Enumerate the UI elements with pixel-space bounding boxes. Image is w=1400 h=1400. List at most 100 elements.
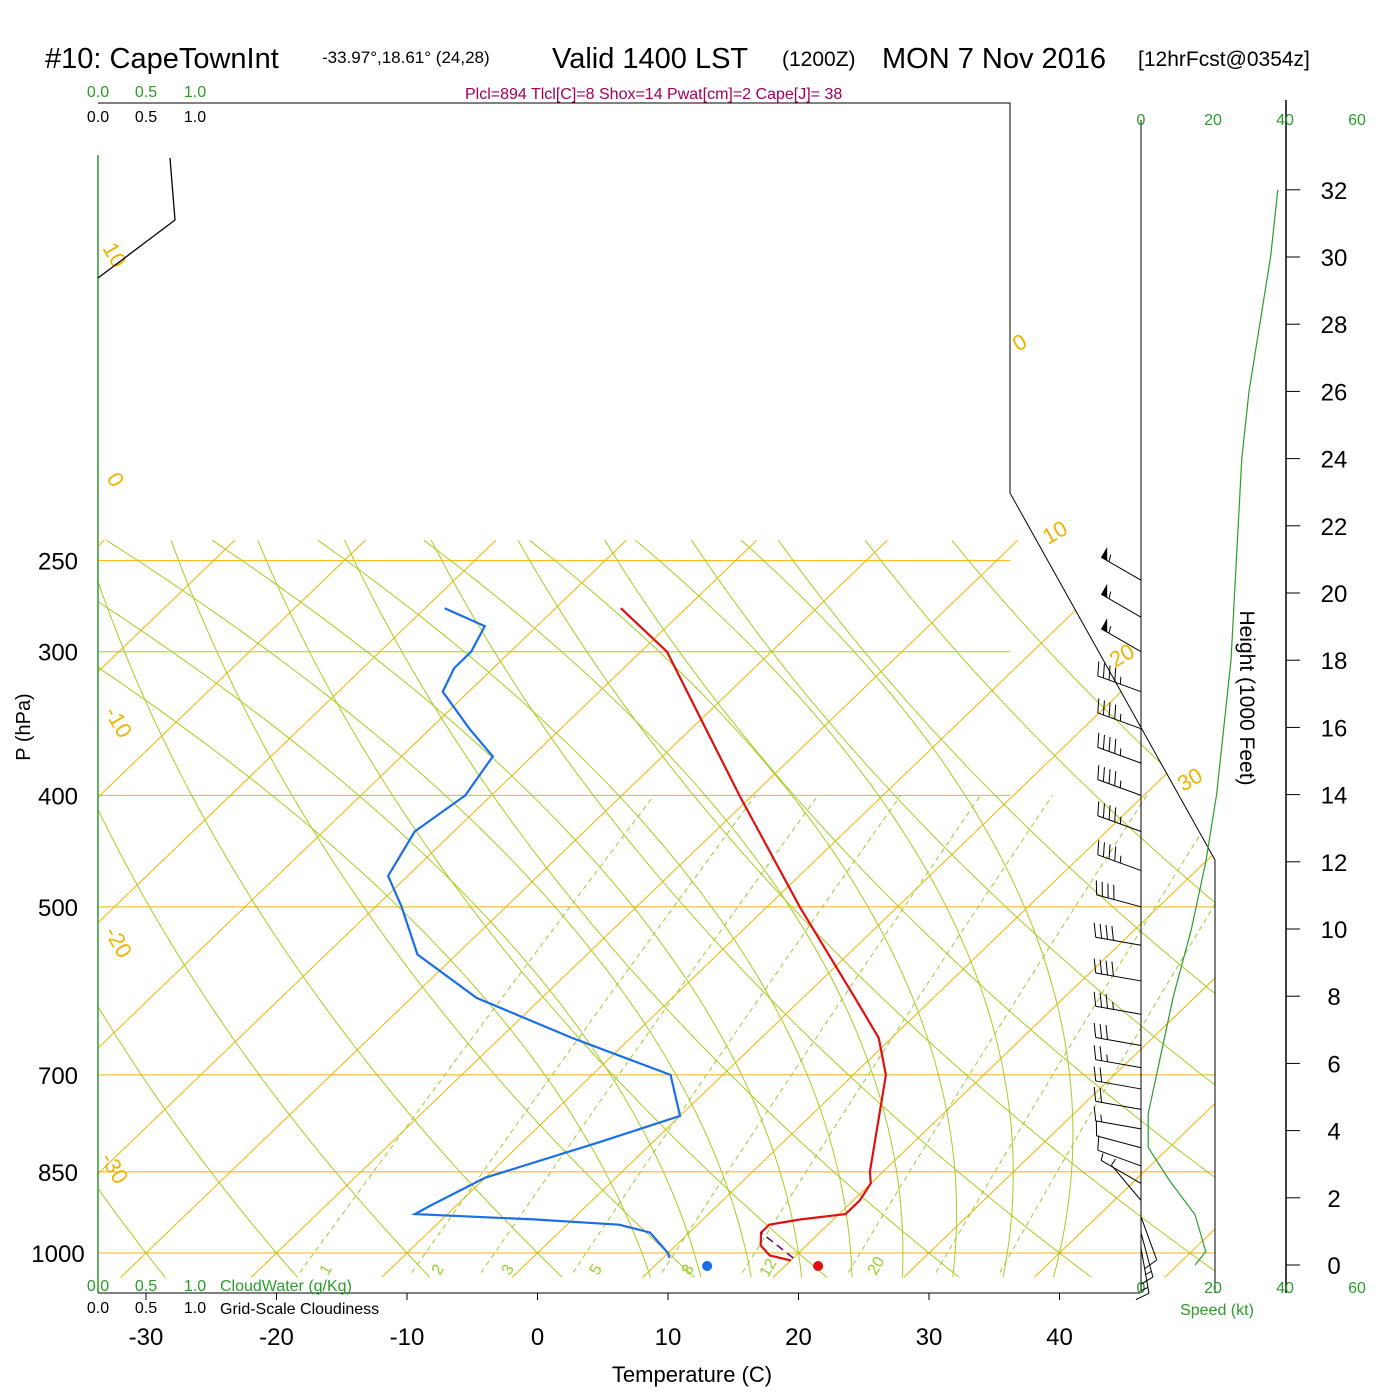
- dry-adiabat-line: [604, 539, 1215, 1278]
- wind-barb-flag: [1114, 771, 1117, 786]
- speed-tick-label-top: 40: [1276, 112, 1294, 129]
- wind-barb-flag: [1102, 803, 1105, 818]
- wind-barb: [1093, 1086, 1142, 1110]
- wind-barb-staff: [1095, 1059, 1142, 1069]
- wind-barb-half-flag: [1106, 1054, 1109, 1062]
- wind-barb-flag: [1114, 807, 1117, 822]
- cloudwater-scale-bottom: 0.0: [87, 1278, 109, 1295]
- wind-barb-flag: [1097, 801, 1100, 816]
- dry-adiabat-line: [777, 539, 1215, 1278]
- chart-frame: [97, 102, 1216, 1294]
- isotherm-line: [1164, 539, 1215, 1278]
- stability-indices: Plcl=894 Tlcl[C]=8 Shox=14 Pwat[cm]=2 Ca…: [465, 86, 842, 103]
- wind-barb-staff: [1140, 1216, 1158, 1261]
- speed-tick-label-bottom: 40: [1276, 1280, 1294, 1297]
- height-speed-panel: 0246810121416182022242628303200202040406…: [1137, 100, 1366, 1297]
- isotherm-label: 0: [1008, 329, 1031, 357]
- mixing-ratio-label: 20: [865, 1254, 889, 1278]
- isotherm-line: [98, 539, 497, 1278]
- wind-barb-staff: [1100, 628, 1142, 653]
- dry-adiabat-line: [517, 539, 1215, 1278]
- y-axis-title: P (hPa): [13, 693, 35, 760]
- x-tick-label: 0: [531, 1324, 544, 1351]
- wind-barb: [1095, 880, 1142, 908]
- wind-barb: [1093, 991, 1142, 1015]
- dry-adiabat-line: [98, 540, 166, 1278]
- wind-barb: [1097, 840, 1142, 872]
- wind-barb-staff: [1095, 1036, 1142, 1046]
- wind-barb-flag: [1099, 1023, 1103, 1039]
- speed-tick-label-top: 0: [1137, 112, 1146, 129]
- wind-barb: [1097, 1135, 1142, 1167]
- wind-barb-half-flag: [1108, 591, 1112, 599]
- isotherm-line: [642, 539, 1215, 1278]
- height-tick-label: 2: [1327, 1186, 1340, 1213]
- isotherm-label: 30: [1173, 762, 1207, 796]
- mixing-ratio-line: [299, 795, 655, 1273]
- wind-barb-flag: [1097, 1135, 1100, 1151]
- x-tick-label: 20: [785, 1324, 812, 1351]
- wind-barb-half-flag: [1100, 1153, 1104, 1161]
- wind-barb-flag: [1108, 844, 1111, 859]
- cloudwater-scale-top: 0.0: [87, 84, 109, 101]
- wind-barb-staff: [1097, 779, 1142, 796]
- x-tick-label: 30: [916, 1324, 943, 1351]
- wind-barb-staff: [1111, 1164, 1142, 1201]
- isotherm-line: [98, 539, 366, 1278]
- wind-barb-flag: [1102, 663, 1105, 679]
- mixing-ratio-line: [480, 795, 819, 1273]
- surface-temperature-dot: [813, 1261, 824, 1271]
- wind-barb: [1111, 1158, 1142, 1201]
- sounding-profiles: [386, 607, 888, 1262]
- wind-barb-flag: [1111, 925, 1114, 941]
- wind-barb-flag: [1099, 923, 1103, 939]
- mixing-ratio-line: [847, 795, 1148, 1273]
- dewpoint-profile-line: [386, 607, 682, 1259]
- moist-adiabat-line: [317, 539, 853, 1278]
- cloud-panel: 0.0 0.0 0.0 0.0 0.5 0.5 0.5 0.5 1.0 1.0 1.0 1.0: [87, 84, 206, 1317]
- date-label: MON 7 Nov 2016: [882, 43, 1106, 75]
- isotherm-line: [1033, 539, 1215, 1278]
- dry-adiabat-line: [98, 540, 563, 1278]
- height-tick-label: 26: [1321, 379, 1348, 406]
- wind-barb: [1093, 958, 1142, 982]
- station-coords: -33.97°,18.61° (24,28): [322, 48, 490, 67]
- surface-dewpoint-dot: [702, 1261, 713, 1271]
- cloudiness-scale-top: 1.0: [184, 109, 206, 126]
- wind-barb-staff: [1095, 972, 1142, 982]
- isotherm-label: -20: [100, 922, 138, 962]
- mixing-ratio-lines: [299, 795, 1215, 1273]
- wind-barb-flag: [1105, 924, 1109, 940]
- wind-barb-staff: [1096, 1135, 1142, 1149]
- wind-barb-flag: [1097, 765, 1100, 780]
- isotherm-label: 0: [102, 468, 130, 491]
- moist-adiabat-line: [98, 539, 651, 1278]
- isotherm-line: [98, 539, 236, 1278]
- wind-barb-flag: [1114, 704, 1117, 720]
- wind-barb-half-flag: [1141, 1286, 1149, 1292]
- height-tick-label: 20: [1321, 581, 1348, 608]
- background-lines: [98, 539, 1215, 1278]
- wind-barb-staff: [1097, 1149, 1142, 1167]
- wind-barb-flag: [1093, 1045, 1097, 1060]
- wind-barb: [1100, 546, 1142, 581]
- wind-barb-flag: [1114, 667, 1117, 683]
- cloudwater-scale-bottom: 1.0: [184, 1278, 206, 1295]
- mixing-ratio-line: [999, 795, 1215, 1273]
- x-tick-label: -30: [129, 1324, 164, 1351]
- x-tick-label: 40: [1046, 1324, 1073, 1351]
- height-tick-label: 6: [1327, 1051, 1340, 1078]
- wind-barb-flag: [1093, 1086, 1097, 1102]
- wind-barb-staff: [1097, 854, 1142, 872]
- wind-barb-flag: [1097, 732, 1100, 748]
- wind-barb: [1093, 1106, 1142, 1130]
- mixing-ratio-label: 3: [499, 1262, 518, 1278]
- x-axis-title: Temperature (C): [612, 1362, 772, 1387]
- speed-tick-label-bottom: 0: [1137, 1280, 1146, 1297]
- wind-barb: [1097, 698, 1142, 730]
- pressure-tick-label: 300: [38, 640, 78, 667]
- height-tick-label: 0: [1327, 1253, 1340, 1280]
- wind-barb-half-flag: [1119, 780, 1122, 788]
